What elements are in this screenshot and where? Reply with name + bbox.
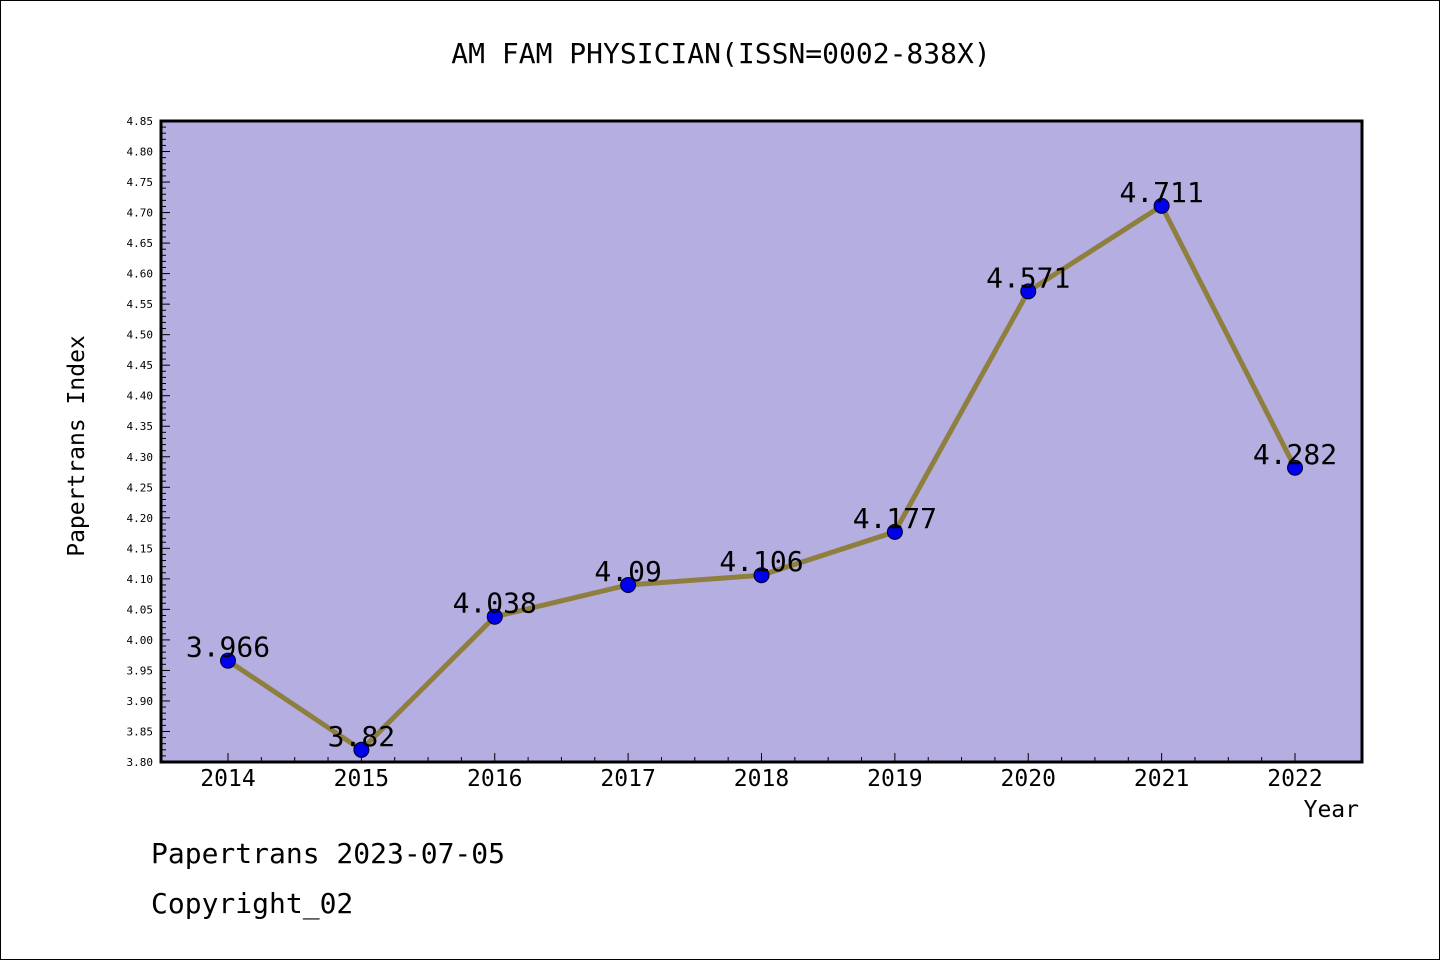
data-label: 4.711 [1119,176,1203,209]
data-point [753,567,770,584]
data-point [1287,459,1303,476]
data-label: 3.966 [186,631,270,664]
x-tick-label: 2014 [200,766,255,792]
y-tick-label: 3.90 [127,695,154,708]
x-tick-label: 2019 [867,766,922,792]
footer-copyright: Copyright_02 [151,887,354,920]
data-point [486,608,503,625]
y-tick-label: 4.80 [127,146,154,159]
x-tick-label: 2020 [1001,766,1056,792]
plot-area [161,121,1362,762]
data-point [886,523,903,540]
y-tick-label: 4.10 [127,573,154,586]
x-tick-label: 2022 [1267,766,1322,792]
y-tick-label: 4.70 [127,207,154,220]
data-point [353,741,370,758]
y-tick-label: 3.95 [127,664,154,677]
y-tick-label: 3.80 [127,756,154,769]
y-tick-label: 4.40 [127,390,154,403]
data-label: 4.177 [853,502,937,535]
y-tick-label: 4.15 [127,542,154,555]
y-tick-label: 4.30 [127,451,154,464]
y-tick-label: 4.20 [127,512,154,525]
y-tick-label: 4.35 [127,420,154,433]
y-tick-label: 4.85 [127,115,154,128]
y-tick-label: 4.50 [127,329,154,342]
data-label: 4.571 [986,261,1070,294]
y-tick-label: 4.55 [127,298,154,311]
y-tick-label: 4.05 [127,603,154,616]
x-tick-label: 2016 [467,766,522,792]
y-tick-label: 4.00 [127,634,154,647]
y-tick-label: 4.60 [127,268,154,281]
data-point [1020,283,1037,300]
y-tick-label: 4.25 [127,481,154,494]
y-tick-label: 3.85 [127,725,154,738]
x-axis-label: Year [1303,797,1359,823]
footer-date: Papertrans 2023-07-05 [151,837,506,870]
data-label: 4.09 [594,555,661,588]
x-tick-label: 2018 [734,766,789,792]
plot-frame [159,119,1364,764]
x-tick-label: 2015 [334,766,389,792]
y-tick-label: 4.75 [127,176,154,189]
data-point [220,652,236,669]
data-point [620,576,637,593]
data-label: 4.106 [719,545,803,578]
y-tick-label: 4.65 [127,237,154,250]
data-label: 4.038 [453,587,537,620]
y-tick-label: 4.45 [127,359,154,372]
data-point [1153,197,1170,214]
x-tick-label: 2017 [600,766,655,792]
chart-title: AM FAM PHYSICIAN(ISSN=0002-838X) [451,37,991,70]
x-tick-label: 2021 [1134,766,1189,792]
data-label: 4.282 [1253,438,1337,471]
data-label: 3.82 [328,720,395,753]
